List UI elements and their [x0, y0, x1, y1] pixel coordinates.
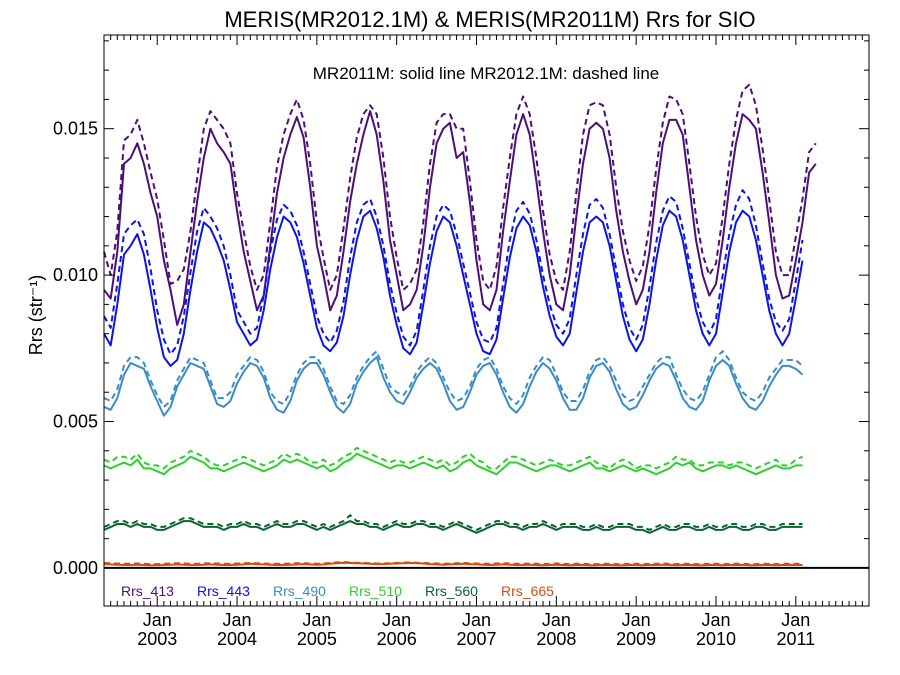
- series-Rrs_490-dashed: [103, 350, 804, 408]
- x-tick-year: 2010: [696, 629, 736, 649]
- legend-Rrs_665: Rrs_665: [501, 583, 554, 599]
- x-tick-year: 2003: [137, 629, 177, 649]
- legend-Rrs_510: Rrs_510: [349, 583, 402, 599]
- x-tick-month: Jan: [223, 610, 252, 630]
- x-tick-year: 2004: [217, 629, 257, 649]
- series-Rrs_413-dashed: [103, 83, 817, 291]
- y-tick-label: 0.010: [53, 265, 98, 285]
- line-style-annotation: MR2011M: solid line MR2012.1M: dashed li…: [313, 64, 659, 83]
- x-tick-month: Jan: [781, 610, 810, 630]
- x-tick-month: Jan: [701, 610, 730, 630]
- series-Rrs_510-solid: [103, 452, 803, 476]
- x-tick-month: Jan: [462, 610, 491, 630]
- y-tick-label: 0.015: [53, 119, 98, 139]
- x-tick-month: Jan: [143, 610, 172, 630]
- x-tick-year: 2011: [776, 629, 815, 649]
- chart-title: MERIS(MR2012.1M) & MERIS(MR2011M) Rrs fo…: [224, 7, 755, 32]
- series-Rrs_665-solid: [103, 561, 803, 567]
- series-layer: [103, 83, 817, 567]
- series-Rrs_510-dashed: [103, 446, 803, 470]
- legend: Rrs_413 Rrs_443 Rrs_490 Rrs_510 Rrs_560 Rrs_6…: [121, 583, 554, 599]
- legend-Rrs_443: Rrs_443: [197, 583, 250, 599]
- series-Rrs_560-dashed: [103, 514, 803, 531]
- series-Rrs_665-dashed: [103, 561, 803, 566]
- x-tick-month: Jan: [542, 610, 571, 630]
- y-axis-label: Rrs (str⁻¹): [26, 275, 46, 355]
- y-tick-label: 0.000: [53, 558, 98, 578]
- x-tick-month: Jan: [622, 610, 651, 630]
- axes-layer: 0.0000.0050.0100.015Jan2003Jan2004Jan200…: [53, 35, 870, 649]
- series-Rrs_413-solid: [103, 110, 817, 326]
- x-tick-year: 2007: [456, 629, 496, 649]
- series-Rrs_560-solid: [103, 520, 803, 534]
- x-tick-year: 2008: [536, 629, 576, 649]
- y-tick-label: 0.005: [53, 412, 98, 432]
- x-tick-month: Jan: [302, 610, 331, 630]
- x-tick-year: 2009: [616, 629, 656, 649]
- legend-Rrs_490: Rrs_490: [273, 583, 326, 599]
- x-tick-month: Jan: [382, 610, 411, 630]
- x-tick-year: 2005: [297, 629, 337, 649]
- series-Rrs_443-solid: [103, 209, 804, 367]
- series-Rrs_490-solid: [103, 356, 804, 417]
- plot-frame: [103, 34, 870, 607]
- legend-Rrs_413: Rrs_413: [121, 583, 174, 599]
- series-Rrs_443-dashed: [103, 189, 804, 356]
- legend-Rrs_560: Rrs_560: [425, 583, 478, 599]
- x-tick-year: 2006: [377, 629, 417, 649]
